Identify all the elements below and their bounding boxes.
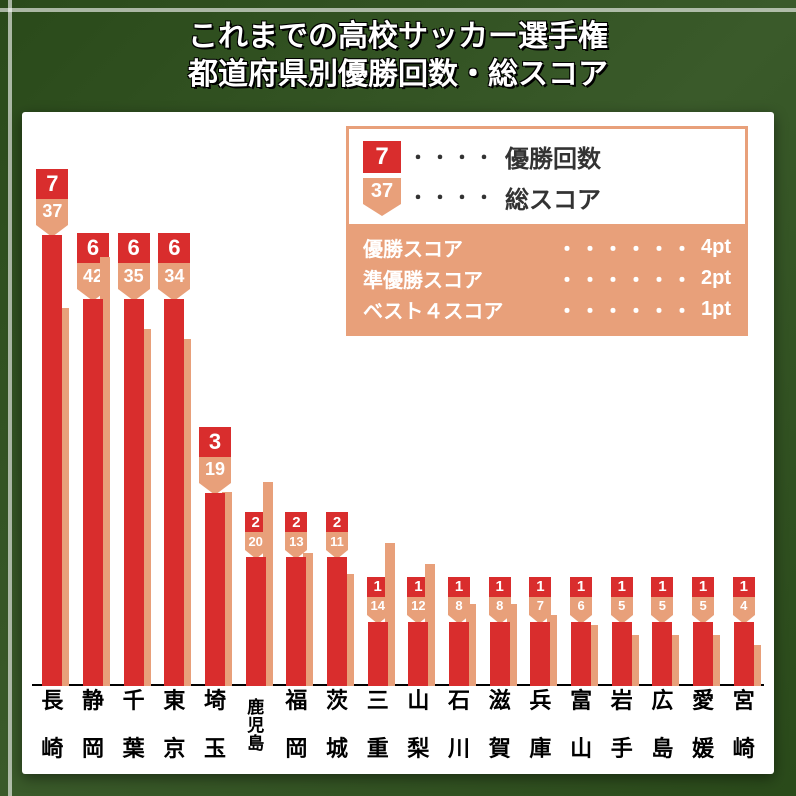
x-label: 兵庫 — [520, 686, 561, 764]
bar-column: 2 20 — [235, 112, 276, 686]
bar-column: 6 34 — [154, 112, 195, 686]
legend-wins-label: 優勝回数 — [505, 139, 601, 174]
x-label: 静岡 — [73, 686, 114, 764]
chart-panel: 7 37 6 42 6 35 — [22, 112, 774, 774]
wins-bar — [368, 622, 388, 686]
x-label: 茨城 — [317, 686, 358, 764]
legend-box: 7 ・・・・ 優勝回数 37 ・・・・ 総スコア 優勝スコア ・・・・・・ 4p… — [346, 126, 748, 336]
wins-bar — [286, 557, 306, 686]
wins-bar — [571, 622, 591, 686]
score-row-label: ベスト４スコア — [363, 295, 503, 324]
legend-scoring: 優勝スコア ・・・・・・ 4pt 準優勝スコア ・・・・・・ 2pt ベスト４ス… — [349, 224, 745, 333]
bar-column: 2 13 — [276, 112, 317, 686]
wins-bar — [124, 299, 144, 686]
wins-bar — [734, 622, 754, 686]
wins-bar — [246, 557, 266, 686]
x-label: 石川 — [439, 686, 480, 764]
x-label: 福岡 — [276, 686, 317, 764]
title-line-2: 都道府県別優勝回数・総スコア — [0, 56, 796, 94]
x-label: 鹿児島 — [235, 686, 276, 764]
x-label: 東京 — [154, 686, 195, 764]
x-label: 宮崎 — [723, 686, 764, 764]
wins-bar — [693, 622, 713, 686]
score-row-label: 準優勝スコア — [363, 264, 483, 293]
bar-column: 6 42 — [73, 112, 114, 686]
x-label: 岩手 — [601, 686, 642, 764]
bar-column: 3 19 — [195, 112, 236, 686]
x-label: 山梨 — [398, 686, 439, 764]
wins-bar — [42, 235, 62, 686]
x-label: 愛媛 — [683, 686, 724, 764]
score-row-label: 優勝スコア — [363, 233, 463, 262]
wins-bar — [530, 622, 550, 686]
x-label: 長崎 — [32, 686, 73, 764]
x-label: 埼玉 — [195, 686, 236, 764]
score-row-pts: 2pt — [701, 267, 731, 290]
wins-bar — [449, 622, 469, 686]
x-label: 滋賀 — [479, 686, 520, 764]
score-row-pts: 4pt — [701, 236, 731, 259]
x-label: 富山 — [561, 686, 602, 764]
bar-column: 6 35 — [113, 112, 154, 686]
x-label: 広島 — [642, 686, 683, 764]
wins-bar — [490, 622, 510, 686]
wins-bar — [164, 299, 184, 686]
x-label: 千葉 — [113, 686, 154, 764]
x-label: 三重 — [357, 686, 398, 764]
wins-bar — [612, 622, 632, 686]
x-axis-labels: 長崎静岡千葉東京埼玉鹿児島福岡茨城三重山梨石川滋賀兵庫富山岩手広島愛媛宮崎 — [32, 684, 764, 764]
wins-bar — [327, 557, 347, 686]
wins-bar — [83, 299, 103, 686]
wins-bar — [408, 622, 428, 686]
title-line-1: これまでの高校サッカー選手権 — [0, 18, 796, 56]
chart-title: これまでの高校サッカー選手権 都道府県別優勝回数・総スコア — [0, 0, 796, 93]
wins-bar — [652, 622, 672, 686]
legend-score-label: 総スコア — [505, 180, 601, 215]
bar-column: 7 37 — [32, 112, 73, 686]
wins-bar — [205, 493, 225, 686]
score-row-pts: 1pt — [701, 298, 731, 321]
